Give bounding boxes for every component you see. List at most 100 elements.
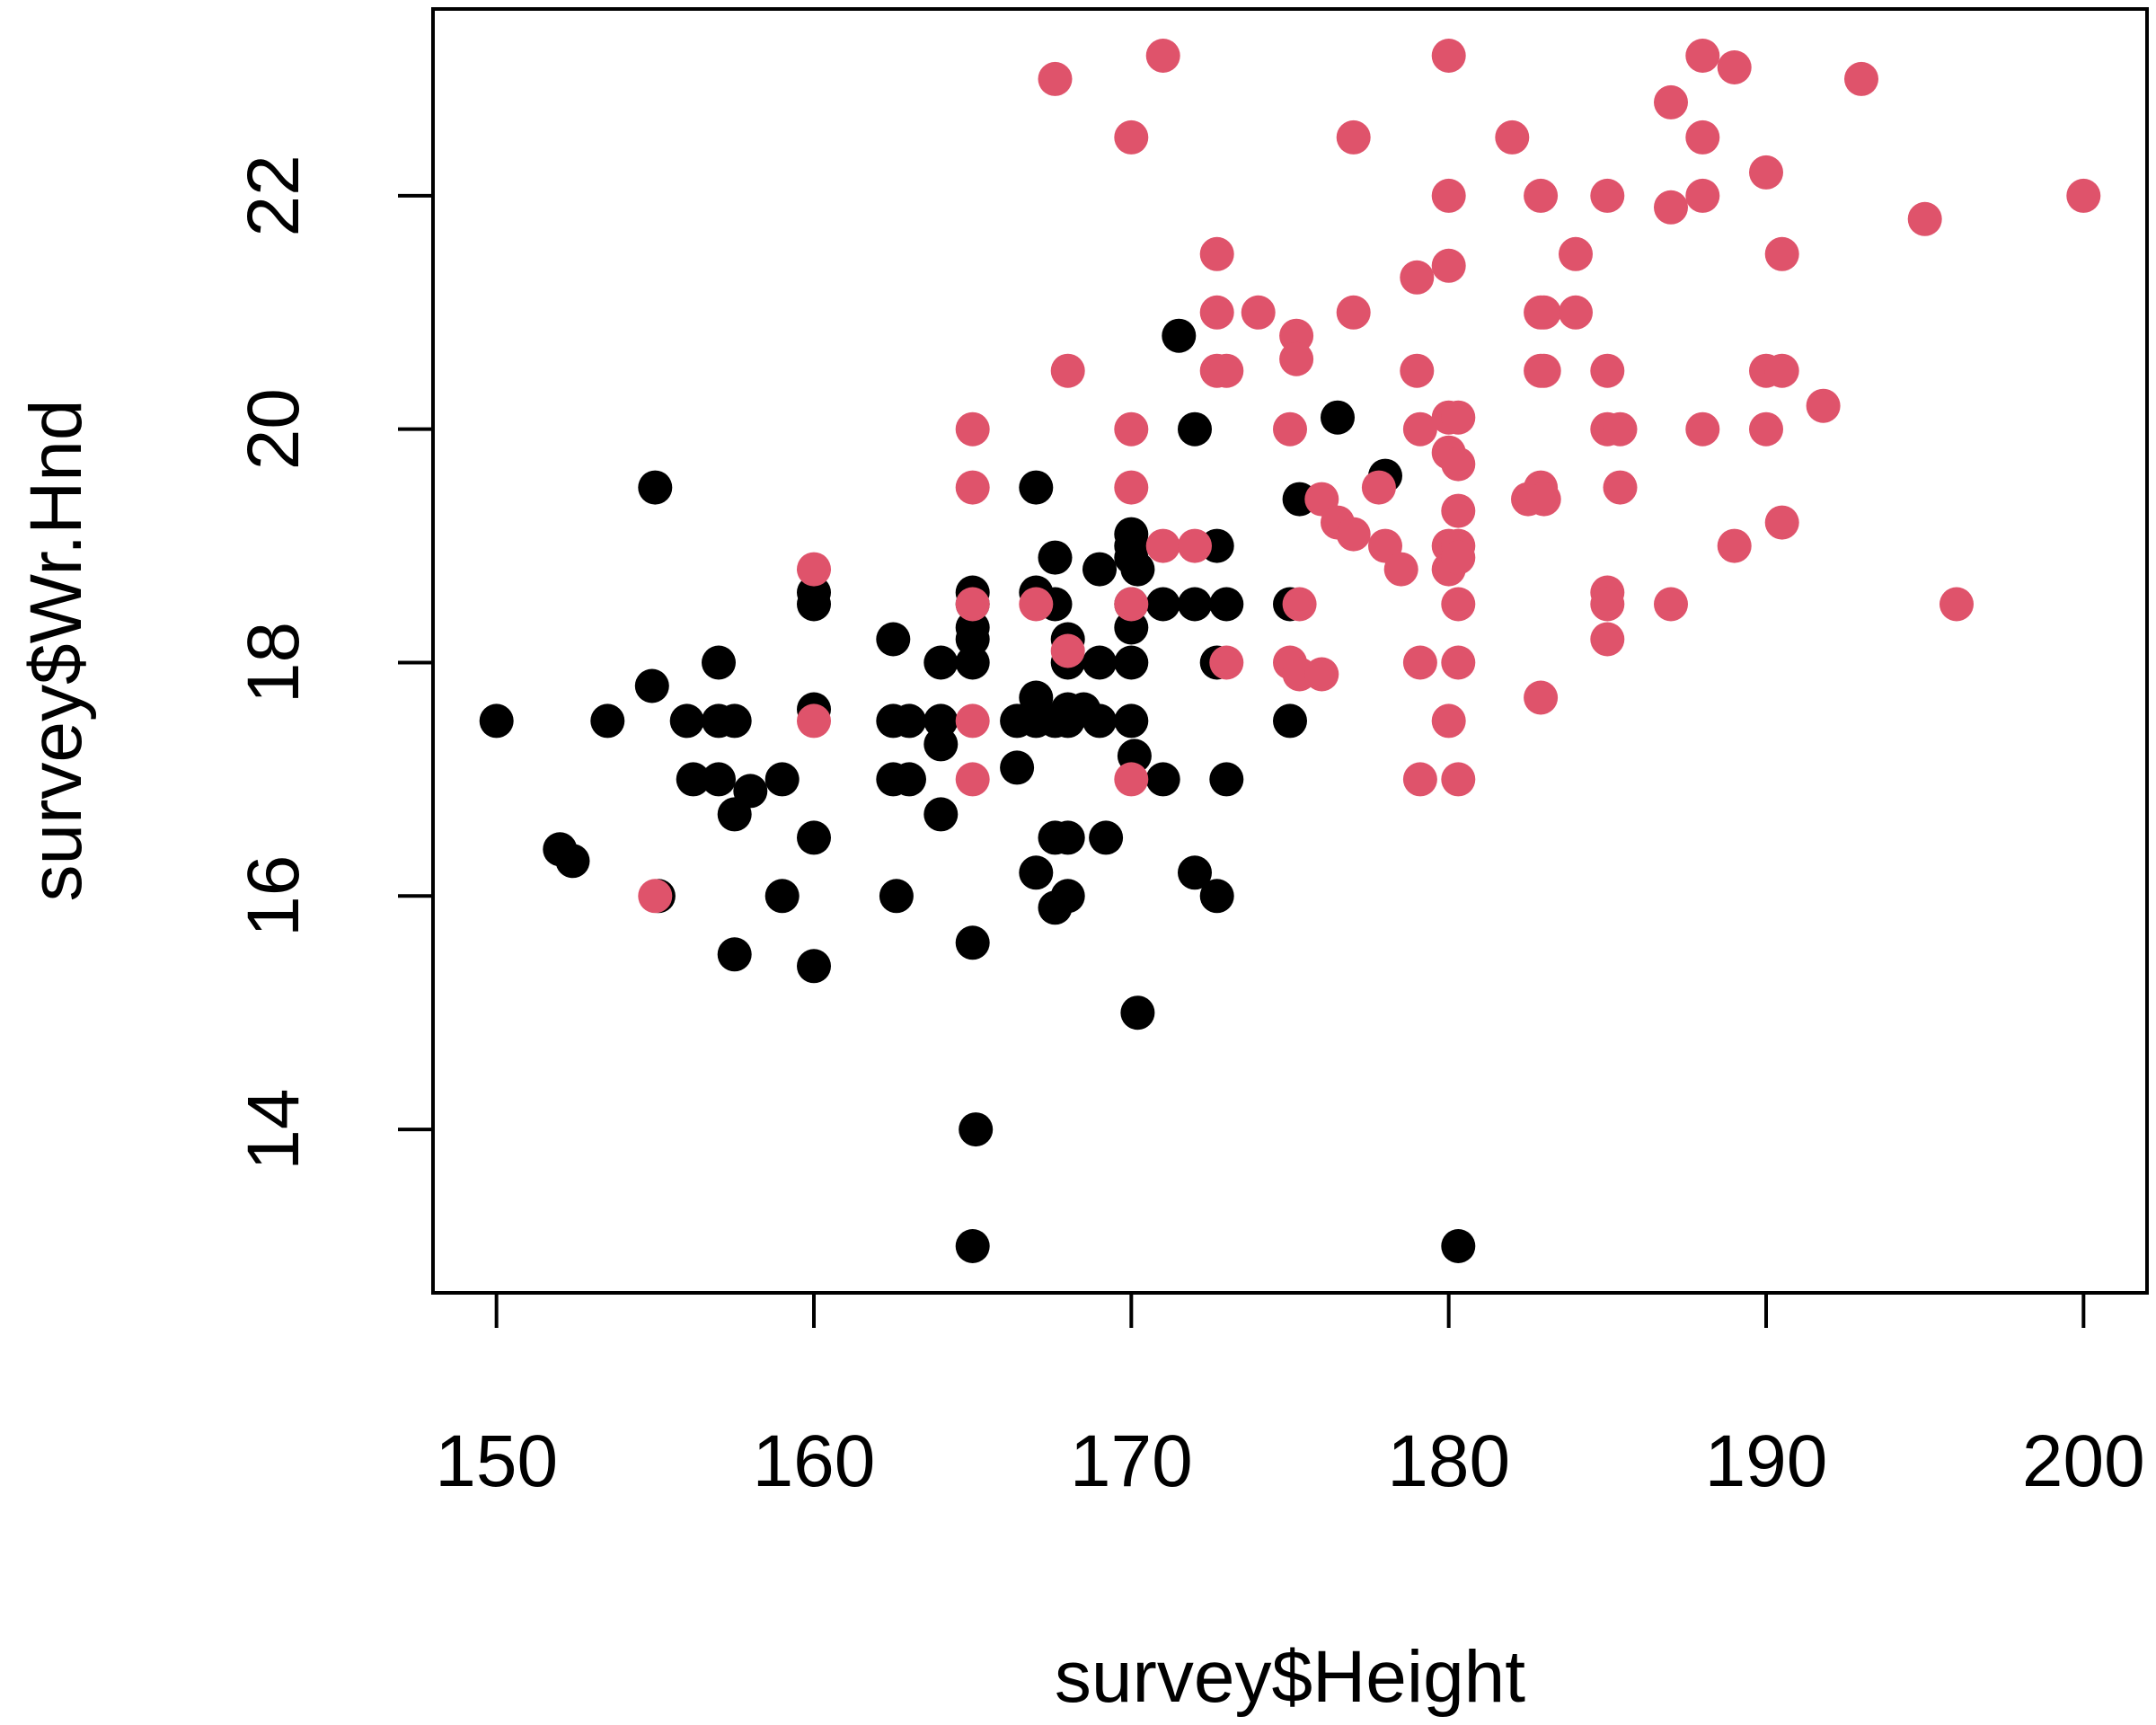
data-point [1273,411,1307,447]
data-point [923,703,959,739]
data-point [1402,411,1437,447]
data-point [1526,353,1561,388]
data-point [1082,552,1117,587]
data-point [1019,587,1054,622]
data-point [1441,645,1476,680]
y-tick-label: 20 [233,388,314,470]
data-point [1590,622,1625,657]
data-point [1273,703,1307,739]
data-point [955,587,990,622]
data-point [1603,411,1638,447]
data-point [1654,190,1688,225]
data-point [1038,61,1073,96]
data-point [702,645,736,680]
data-point [1495,119,1530,155]
x-axis: 150 160 170 180 190 200 [435,1291,2145,1502]
data-point [638,470,673,505]
data-point [1336,119,1371,155]
data-point [764,762,800,797]
data-point [1209,587,1244,622]
data-point [892,703,926,739]
data-point [1559,236,1593,271]
data-point [1749,411,1783,447]
data-point [1559,295,1593,330]
data-point [1199,879,1234,914]
data-point [1603,470,1638,505]
data-point [1050,633,1085,668]
data-point [1685,178,1720,213]
x-tick-label: 200 [2022,1420,2145,1502]
data-point [923,645,959,680]
data-point [1279,318,1314,353]
data-point [1402,762,1437,797]
data-point [1178,411,1212,447]
data-point [955,762,990,797]
data-point [1524,178,1559,213]
data-point [1940,587,1974,622]
data-point [1907,201,1942,236]
data-point [1685,119,1720,155]
data-point [717,703,752,739]
data-point [1590,353,1625,388]
data-point [1019,855,1054,890]
data-point [1321,400,1355,435]
data-point [1441,447,1476,482]
data-point [1145,39,1180,73]
x-tick-label: 190 [1705,1420,1828,1502]
data-point [1654,84,1688,119]
data-point [955,1229,990,1263]
data-point [1178,528,1212,563]
data-point [797,552,831,587]
data-point [764,879,800,914]
data-point [1050,879,1085,914]
data-point [955,703,990,739]
x-tick-label: 180 [1387,1420,1510,1502]
data-point [1383,552,1418,587]
data-point [955,622,990,657]
data-point [1082,703,1117,739]
data-point [1145,528,1180,563]
data-point [1114,119,1149,155]
y-axis-title: survey$Wr.Hnd [15,399,97,901]
data-point [955,645,990,680]
data-point [702,762,736,797]
data-point [1524,680,1559,715]
data-point [1120,552,1155,587]
data-point [955,925,990,960]
data-point [1304,657,1339,692]
data-point [1441,400,1476,435]
y-tick-label: 16 [233,855,314,937]
data-point [669,703,704,739]
data-point [1717,50,1752,84]
data-point [1526,482,1561,517]
data-point [1441,762,1476,797]
data-point [1162,318,1197,353]
y-tick-label: 18 [233,622,314,703]
data-point [1050,353,1085,388]
data-point [1806,388,1841,423]
data-point [1764,236,1799,271]
data-point [1114,703,1149,739]
data-point [879,879,914,914]
data-point [1050,820,1085,855]
data-point [479,703,514,739]
data-point [1209,645,1244,680]
data-point [1199,295,1234,330]
data-point [1441,540,1476,575]
data-point [1019,470,1054,505]
data-point [1000,750,1035,785]
data-point [1431,39,1466,73]
data-point [1089,820,1124,855]
data-point [1526,295,1561,330]
data-point [797,587,831,622]
data-point [797,820,831,855]
data-point [555,844,590,879]
data-point [1400,353,1435,388]
data-point [1590,178,1625,213]
y-tick-label: 22 [233,155,314,236]
data-point [1145,587,1180,622]
data-point [797,949,831,984]
data-point [1431,703,1466,739]
data-point [733,774,768,809]
y-tick-label: 14 [233,1088,314,1170]
